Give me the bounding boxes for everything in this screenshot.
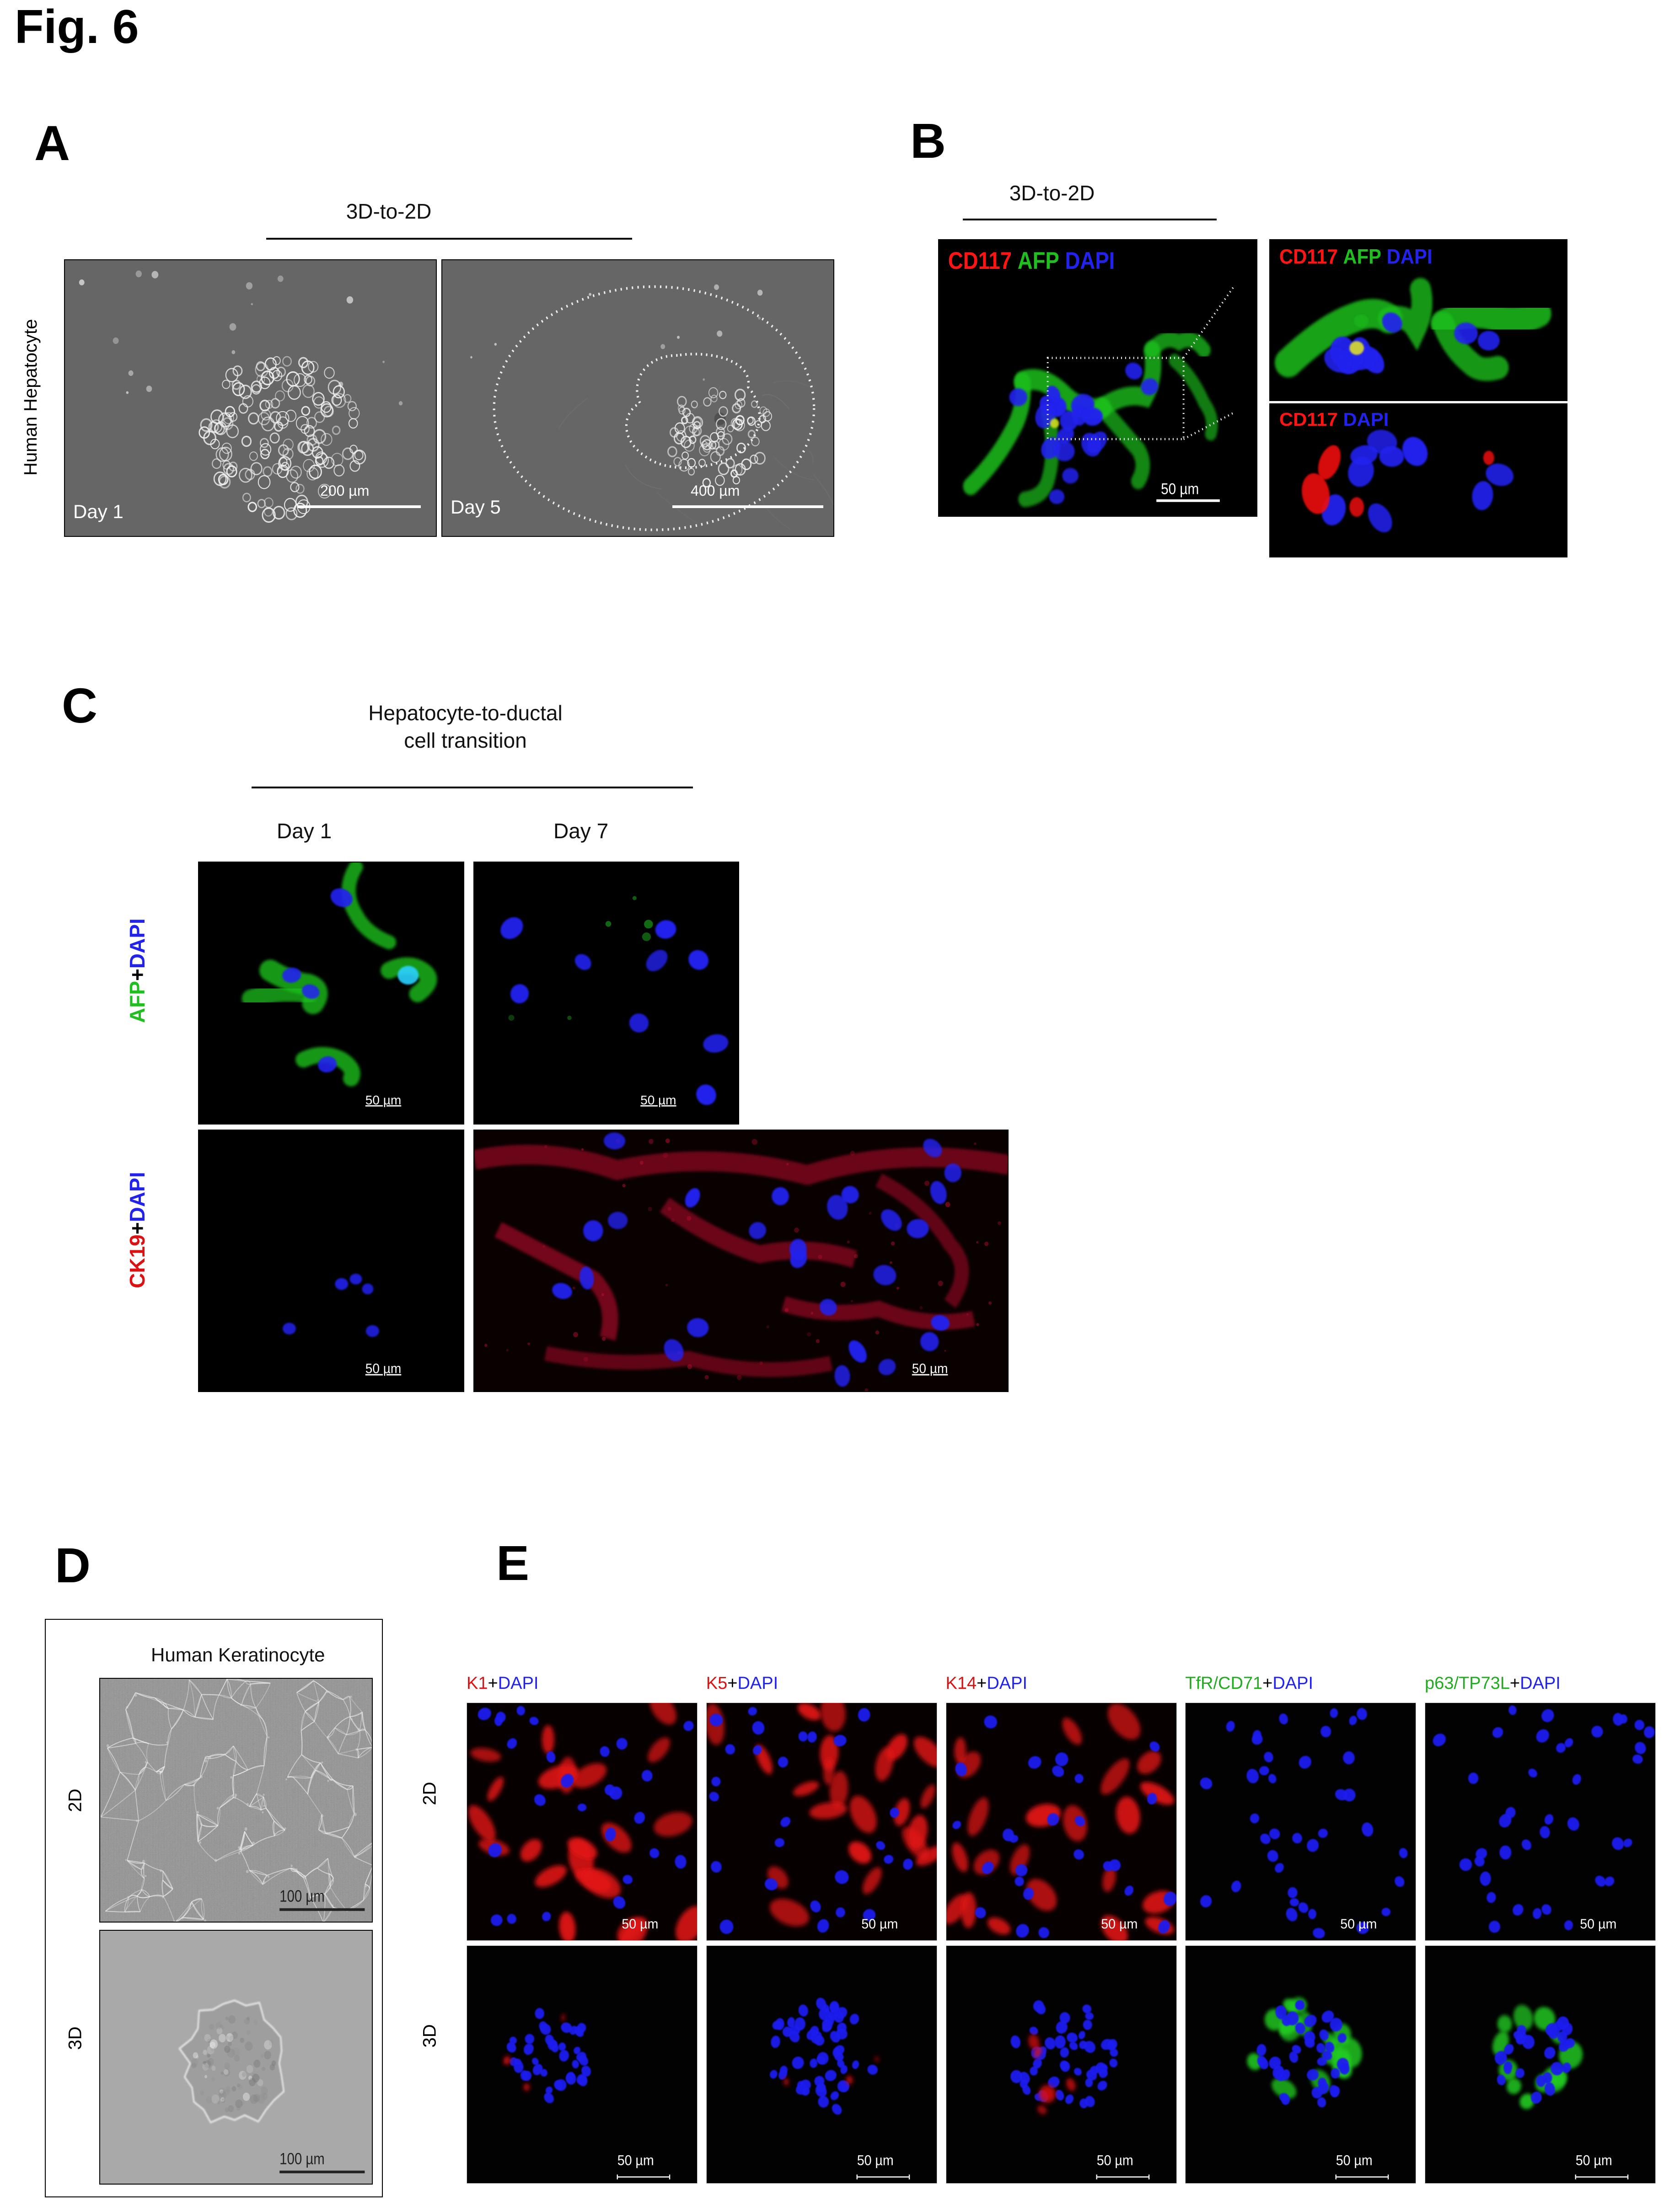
svg-text:50 µm: 50 µm	[365, 1093, 402, 1107]
svg-text:50 µm: 50 µm	[1161, 480, 1199, 498]
svg-text:100 µm: 100 µm	[279, 1887, 325, 1905]
svg-text:50 µm: 50 µm	[640, 1093, 676, 1107]
svg-text:50 µm: 50 µm	[622, 1916, 658, 1932]
svg-text:50 µm: 50 µm	[1580, 1916, 1616, 1932]
svg-text:50 µm: 50 µm	[1341, 1916, 1377, 1932]
svg-text:100 µm: 100 µm	[279, 2150, 325, 2168]
svg-text:CD117 DAPI: CD117 DAPI	[1279, 409, 1389, 430]
svg-text:CD117 AFP DAPI: CD117 AFP DAPI	[948, 247, 1115, 274]
svg-text:50 µm: 50 µm	[365, 1361, 402, 1376]
svg-text:50 µm: 50 µm	[1096, 2153, 1133, 2168]
svg-text:50 µm: 50 µm	[1336, 2153, 1373, 2168]
svg-text:50 µm: 50 µm	[1101, 1916, 1138, 1932]
svg-text:50 µm: 50 µm	[617, 2153, 654, 2168]
svg-text:CD117 AFP DAPI: CD117 AFP DAPI	[1279, 246, 1433, 268]
svg-text:50 µm: 50 µm	[857, 2153, 893, 2168]
svg-text:50 µm: 50 µm	[912, 1361, 948, 1376]
svg-text:50 µm: 50 µm	[1576, 2153, 1612, 2168]
svg-text:50 µm: 50 µm	[861, 1916, 898, 1932]
